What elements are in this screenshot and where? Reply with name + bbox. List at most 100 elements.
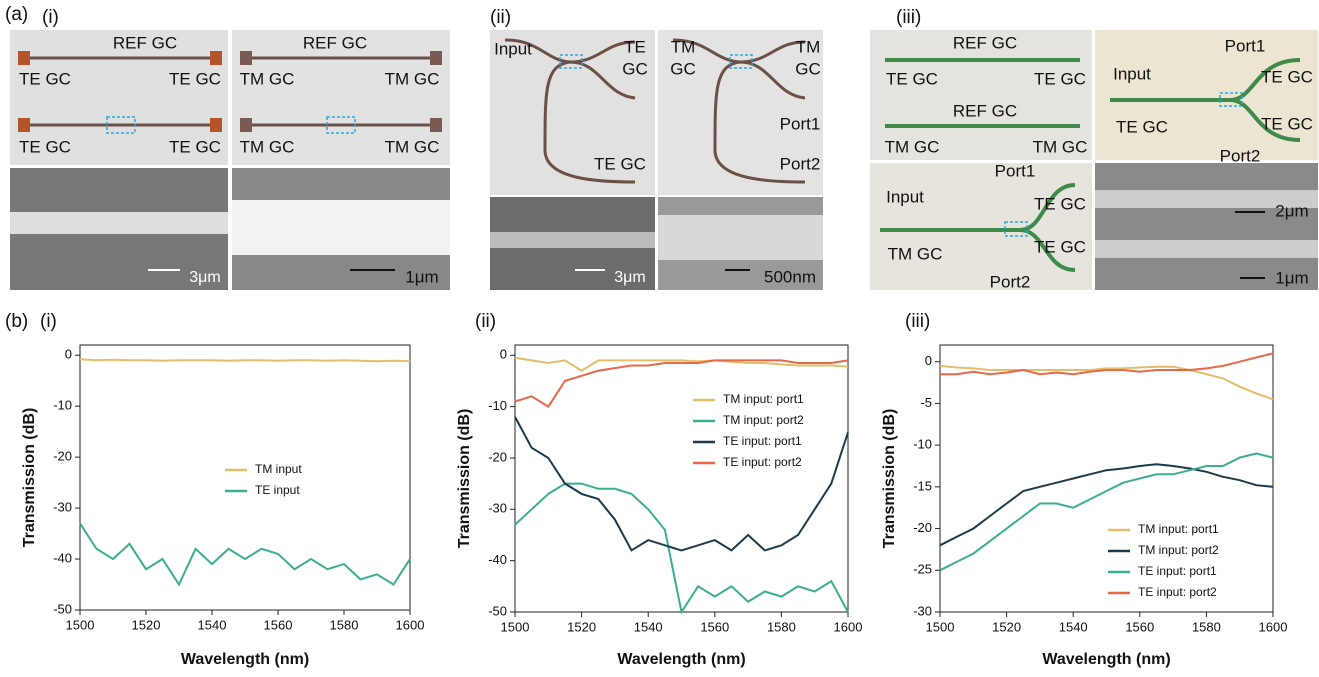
y-tick-label: 0 [925, 353, 932, 368]
sem-image [490, 232, 655, 248]
label: TM GC [240, 137, 295, 156]
scale-label: 3μm [614, 269, 645, 286]
x-tick-label: 1540 [198, 617, 227, 632]
label: TM GC [385, 137, 440, 156]
scale-label: 3μm [189, 269, 220, 286]
panel-label: (b) [5, 311, 28, 332]
legend-label: TE input: port1 [1138, 564, 1217, 578]
label: Port2 [990, 272, 1031, 291]
label: TE GC [1034, 237, 1086, 256]
image [870, 30, 1092, 160]
y-tick-label: -40 [53, 550, 72, 565]
sem-image [10, 212, 228, 234]
series-line [79, 358, 411, 363]
chart-label: (iii) [905, 311, 930, 332]
y-tick-label: -30 [913, 603, 932, 618]
y-tick-label: -40 [488, 552, 507, 567]
label: TE GC [1261, 67, 1313, 86]
series-line [514, 356, 849, 372]
y-tick-label: 0 [500, 347, 507, 362]
x-tick-label: 1560 [264, 617, 293, 632]
x-axis-title: Wavelength (nm) [181, 651, 309, 668]
chart-label: (ii) [475, 311, 496, 332]
label: Port2 [1220, 146, 1261, 165]
label: TE GC [169, 137, 221, 156]
panel-label: (a) [5, 4, 28, 25]
y-tick-label: -30 [488, 501, 507, 516]
label: REF GC [303, 33, 367, 52]
label: Port1 [780, 114, 821, 133]
label: TE GC [1034, 69, 1086, 88]
x-tick-label: 1520 [567, 619, 596, 634]
image [232, 30, 450, 165]
subpanel-label: (iii) [896, 7, 921, 28]
label: Input [886, 187, 924, 206]
label: TE GC [169, 69, 221, 88]
label: Port1 [1225, 36, 1266, 55]
image [658, 30, 823, 195]
series-line [939, 364, 1274, 401]
label: TM GC [240, 69, 295, 88]
label: TM GC [385, 69, 440, 88]
x-tick-label: 1600 [396, 617, 425, 632]
x-tick-label: 1520 [132, 617, 161, 632]
y-tick-label: -20 [488, 449, 507, 464]
label: GC [622, 59, 648, 78]
series-line [79, 522, 411, 587]
image [870, 163, 1092, 290]
series-line [514, 482, 849, 615]
sem-image [658, 215, 823, 260]
x-tick-label: 1560 [1125, 619, 1154, 634]
label: TM [671, 37, 696, 56]
label: TM GC [885, 137, 940, 156]
label: Input [494, 39, 532, 58]
y-tick-label: -50 [488, 603, 507, 618]
sem-image [1095, 190, 1318, 208]
label: TE GC [19, 69, 71, 88]
chart-label: (i) [40, 311, 57, 332]
x-tick-label: 1520 [992, 619, 1021, 634]
legend-label: TE input: port2 [723, 455, 802, 469]
scale-label: 2μm [1275, 201, 1308, 220]
y-tick-label: -5 [920, 395, 932, 410]
label: Port1 [995, 161, 1036, 180]
x-tick-label: 1500 [926, 619, 955, 634]
subpanel-label: (ii) [490, 7, 511, 28]
x-tick-label: 1500 [66, 617, 95, 632]
label: TE GC [886, 69, 938, 88]
label: REF GC [953, 33, 1017, 52]
image [10, 30, 228, 165]
label: TE [624, 37, 646, 56]
y-tick-label: 0 [65, 347, 72, 362]
label: TE GC [1116, 117, 1168, 136]
label: TE GC [1261, 114, 1313, 133]
y-tick-label: -10 [913, 437, 932, 452]
plot-frame [514, 344, 849, 613]
scale-label: 500nm [764, 267, 816, 286]
series-line [939, 452, 1274, 572]
legend-label: TM input: port1 [723, 392, 804, 406]
sem-image [1095, 163, 1318, 290]
subpanel-label: (i) [42, 7, 59, 28]
sem-image [1095, 240, 1318, 258]
label: GC [670, 59, 696, 78]
series-line [939, 463, 1274, 547]
series-line [514, 359, 849, 408]
y-axis-title: Transmission (dB) [21, 408, 38, 548]
y-tick-label: -20 [53, 449, 72, 464]
legend-label: TE input: port2 [1138, 585, 1217, 599]
x-tick-label: 1580 [767, 619, 796, 634]
plot-frame [939, 344, 1274, 613]
legend-label: TM input: port2 [723, 413, 804, 427]
y-tick-label: -25 [913, 562, 932, 577]
waveguides [504, 38, 806, 184]
sem-image [232, 200, 450, 255]
x-axis-title: Wavelength (nm) [617, 651, 745, 668]
series-line [940, 352, 1274, 376]
label: TM GC [888, 244, 943, 263]
x-tick-label: 1540 [1059, 619, 1088, 634]
legend-label: TM input: port2 [1138, 543, 1219, 557]
label: GC [795, 59, 821, 78]
legend-label: TM input: port1 [1138, 522, 1219, 536]
